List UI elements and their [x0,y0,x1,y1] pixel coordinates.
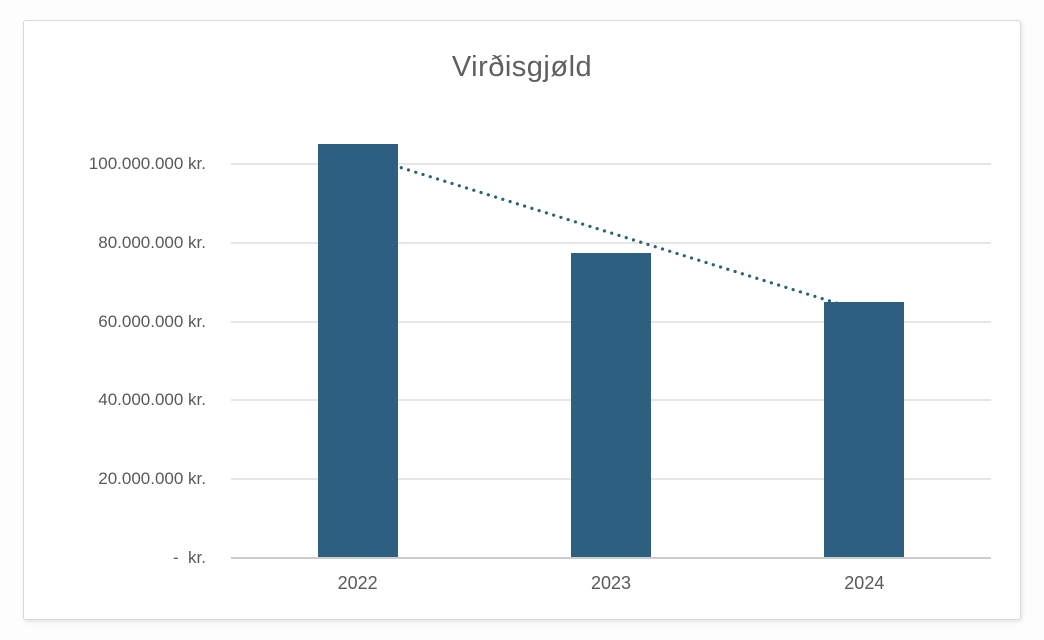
bar-2024 [824,301,905,558]
x-axis-label: 2022 [337,573,378,593]
x-axis-label: 2024 [844,573,885,593]
chart-title: Virðisgjøld [451,51,593,83]
y-axis-tick-label: 40.000.000 kr. [98,390,206,410]
y-axis-tick-label: - kr. [172,548,206,567]
y-axis-tick-label: 100.000.000 kr. [88,154,206,173]
bar-2023 [571,252,651,558]
x-axis-label: 2023 [590,573,632,593]
chart-container: Virðisgjøld 100.000.000 kr. 80.000.000 kr… [23,20,1021,620]
y-axis-tick-label: 20.000.000 kr. [98,469,206,489]
bar-2022 [317,144,398,558]
y-axis-tick-label: 60.000.000 kr. [98,311,206,331]
y-axis-tick-label: 80.000.000 kr. [98,232,206,252]
